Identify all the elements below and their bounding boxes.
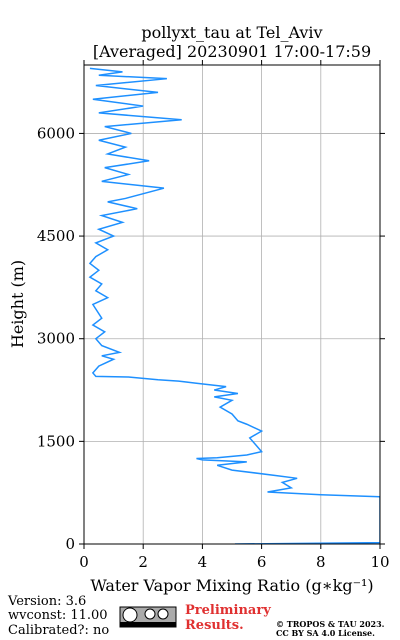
license: CC BY SA 4.0 License. — [276, 628, 375, 638]
version: Version: 3.6 — [7, 594, 86, 609]
cc-badge — [119, 606, 177, 628]
x-axis-label: Water Vapor Mixing Ratio (g∗kg⁻¹) — [90, 576, 373, 595]
wvconst: wvconst: 11.00 — [8, 608, 108, 623]
x-tick-label: 10 — [370, 553, 389, 571]
x-tick-label: 0 — [79, 553, 89, 571]
chart-subtitle: [Averaged] 20230901 17:00-17:59 — [93, 42, 371, 61]
calibrated: Calibrated?: no — [8, 623, 109, 638]
x-tick-label: 6 — [257, 553, 267, 571]
y-axis-label: Height (m) — [8, 260, 27, 348]
results: Results. — [185, 618, 244, 633]
y-tick-label: 6000 — [37, 124, 75, 142]
y-tick-label: 4500 — [37, 227, 75, 245]
y-tick-label: 1500 — [37, 432, 75, 450]
copyright: © TROPOS & TAU 2023. — [276, 619, 385, 629]
preliminary: Preliminary — [185, 603, 271, 618]
y-tick-label: 3000 — [37, 330, 75, 348]
x-tick-label: 8 — [316, 553, 326, 571]
profile-line — [88, 67, 380, 544]
y-tick-label: 0 — [65, 535, 75, 553]
plot-frame — [83, 64, 381, 545]
x-tick-label: 4 — [198, 553, 208, 571]
chart-title: pollyxt_tau at Tel_Aviv — [141, 23, 322, 42]
x-tick-label: 2 — [138, 553, 148, 571]
